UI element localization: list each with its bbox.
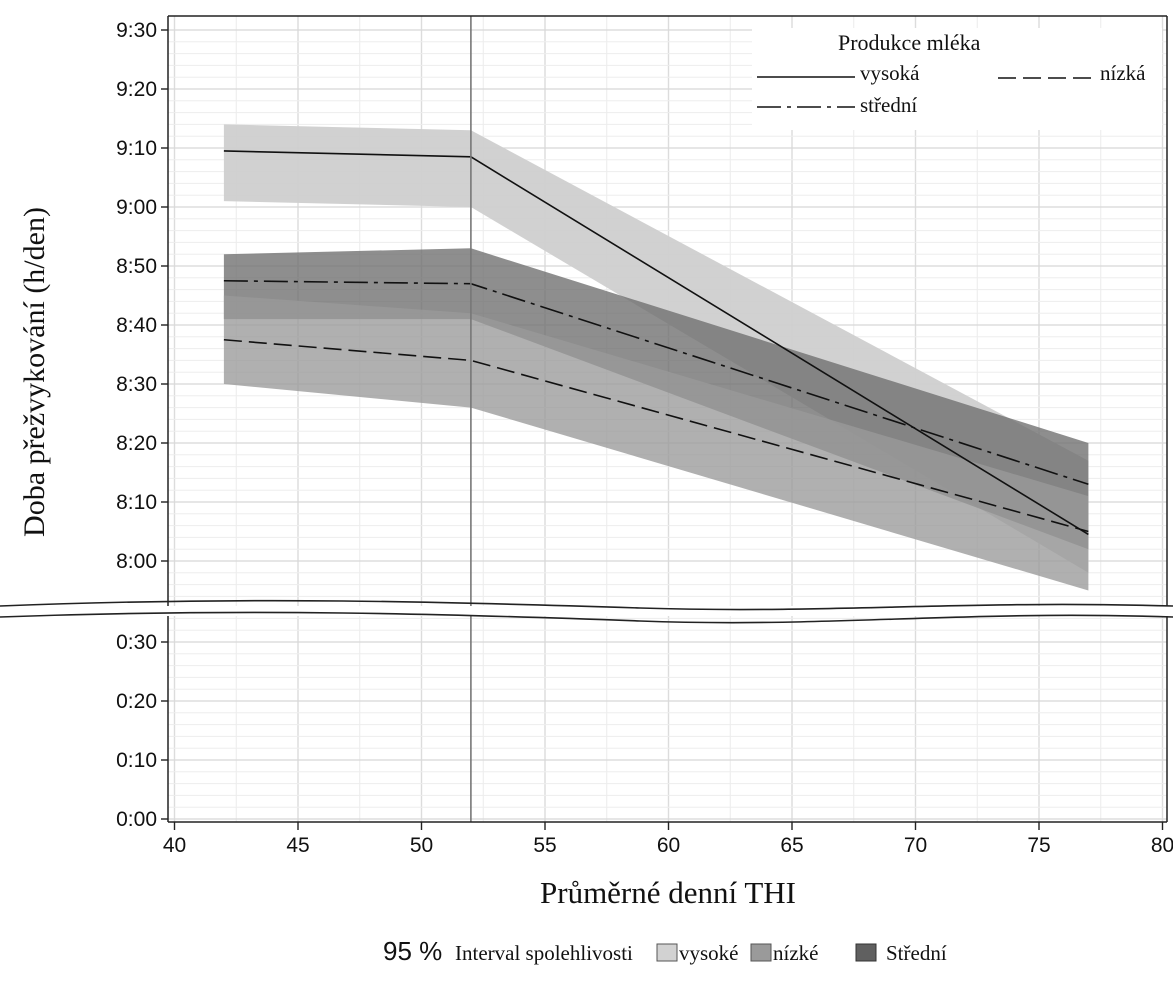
ci-swatch-stredni xyxy=(855,943,877,962)
y-tick-label: 8:10 xyxy=(116,491,157,514)
y-tick-label: 8:50 xyxy=(116,255,157,278)
confidence-bands xyxy=(223,124,1089,591)
axis-break-gap xyxy=(0,606,1173,616)
y-axis-title: Doba přežvykování (h/den) xyxy=(18,207,51,537)
y-tick-label: 0:00 xyxy=(116,808,157,831)
x-tick-label: 80 xyxy=(1151,834,1173,857)
y-tick-label: 9:10 xyxy=(116,137,157,160)
x-tick-label: 50 xyxy=(410,834,433,857)
ci-swatch-nizke xyxy=(750,943,772,962)
ci-band-nizka xyxy=(223,295,1089,591)
y-tick-label: 8:30 xyxy=(116,373,157,396)
y-tick-label: 8:00 xyxy=(116,550,157,573)
x-axis-title: Průměrné denní THI xyxy=(540,875,796,910)
plot-frame xyxy=(0,15,1173,823)
axis-break-line xyxy=(0,599,1173,611)
ci-band-vysoka xyxy=(223,124,1089,573)
ci-legend-item-stredni: Střední xyxy=(886,941,947,965)
y-tick-label: 0:20 xyxy=(116,690,157,713)
axis-break-line xyxy=(0,611,1173,624)
x-tick-label: 60 xyxy=(657,834,680,857)
legend-label-stredni: střední xyxy=(860,93,917,117)
axis-ticks: 8:00 8:10 8:20 8:30 8:40 8:50 9:00 9:10 9:20 9:30… xyxy=(116,19,1173,857)
y-tick-label: 0:30 xyxy=(116,631,157,654)
y-tick-label: 8:40 xyxy=(116,314,157,337)
x-tick-label: 45 xyxy=(286,834,309,857)
x-tick-label: 70 xyxy=(904,834,927,857)
legend: Produkce mléka vysoká nízká střední xyxy=(752,28,1162,130)
x-tick-label: 65 xyxy=(780,834,803,857)
ci-legend-prefix: 95 % xyxy=(383,936,442,966)
y-tick-label: 8:20 xyxy=(116,432,157,455)
ci-legend-item-nizke: nízké xyxy=(773,941,818,965)
ci-band-stredni xyxy=(223,248,1089,550)
x-tick-label: 40 xyxy=(163,834,186,857)
x-tick-label: 75 xyxy=(1027,834,1050,857)
legend-title: Produkce mléka xyxy=(838,30,981,55)
legend-background xyxy=(752,28,1162,130)
x-tick-label: 55 xyxy=(533,834,556,857)
y-tick-label: 9:30 xyxy=(116,19,157,42)
legend-label-nizka: nízká xyxy=(1100,61,1146,85)
y-tick-label: 0:10 xyxy=(116,749,157,772)
y-tick-label: 9:00 xyxy=(116,196,157,219)
series-line-nizka xyxy=(223,338,1089,533)
y-tick-label: 9:20 xyxy=(116,78,157,101)
ci-legend-item-vysoke: vysoké xyxy=(679,941,739,965)
ci-legend-label: Interval spolehlivosti xyxy=(455,941,633,965)
legend-label-vysoka: vysoká xyxy=(860,61,920,85)
ci-swatch-vysoke xyxy=(656,943,678,962)
ci-legend: 95 % Interval spolehlivosti vysoké nízké… xyxy=(383,936,947,966)
